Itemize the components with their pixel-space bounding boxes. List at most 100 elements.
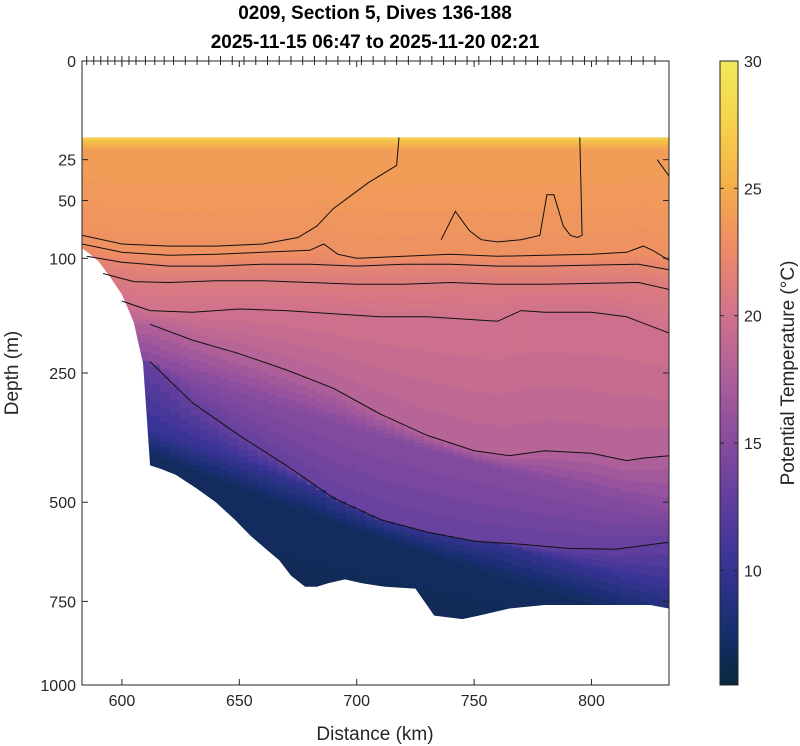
temperature-cell (492, 270, 503, 276)
temperature-cell (394, 505, 406, 526)
temperature-cell (404, 184, 415, 213)
temperature-cell (140, 143, 151, 147)
temperature-cell (306, 182, 318, 209)
temperature-cell (590, 254, 601, 258)
temperature-cell (345, 359, 357, 380)
temperature-cell (541, 137, 552, 141)
temperature-cell (561, 312, 572, 354)
temperature-cell (208, 365, 220, 376)
temperature-cell (424, 300, 435, 310)
temperature-cell (610, 394, 621, 429)
temperature-cell (502, 143, 513, 147)
temperature-cell (257, 400, 269, 414)
temperature-cell (473, 462, 484, 485)
temperature-cell (561, 140, 572, 144)
temperature-cell (600, 466, 611, 477)
temperature-cell (502, 544, 513, 546)
temperature-cell (512, 546, 523, 549)
temperature-cell (600, 262, 611, 266)
temperature-cell (159, 234, 171, 256)
temperature-cell (345, 185, 357, 214)
temperature-cell (453, 388, 464, 419)
temperature-cell (238, 375, 249, 385)
temperature-cell (169, 352, 181, 363)
temperature-cell (521, 275, 533, 281)
temperature-cell (619, 524, 631, 537)
temperature-cell (502, 463, 513, 468)
temperature-cell (658, 263, 669, 267)
temperature-cell (169, 317, 181, 324)
temperature-cell (580, 279, 592, 284)
temperature-cell (238, 295, 249, 303)
temperature-cell (414, 149, 425, 186)
temperature-cell (570, 140, 582, 144)
temperature-cell (639, 304, 650, 315)
temperature-cell (355, 515, 367, 522)
temperature-cell (296, 429, 308, 447)
temperature-cell (473, 260, 484, 264)
temperature-cell (492, 461, 503, 465)
temperature-cell (521, 470, 533, 477)
temperature-cell (394, 529, 406, 536)
temperature-cell (218, 262, 230, 267)
temperature-cell (541, 146, 552, 150)
temperature-cell (629, 599, 640, 609)
temperature-cell (228, 320, 239, 332)
temperature-cell (590, 146, 601, 150)
temperature-cell (326, 143, 337, 147)
temperature-cell (580, 390, 592, 424)
temperature-cell (551, 459, 562, 468)
temperature-cell (433, 259, 445, 263)
temperature-cell (140, 261, 151, 265)
temperature-cell (208, 143, 220, 147)
temperature-cell (394, 137, 406, 141)
temperature-cell (443, 301, 455, 311)
temperature-cell (277, 264, 288, 270)
temperature-cell (453, 273, 464, 279)
temperature-cell (287, 486, 298, 495)
temperature-cell (111, 231, 122, 252)
temperature-cell (619, 578, 631, 589)
temperature-cell (473, 522, 484, 542)
temperature-cell (248, 444, 259, 451)
temperature-cell (257, 371, 269, 382)
temperature-cell (306, 415, 318, 434)
temperature-cell (287, 137, 298, 141)
temperature-cell (345, 448, 357, 469)
temperature-cell (404, 537, 415, 544)
temperature-cell (326, 261, 337, 266)
temperature-cell (355, 451, 367, 473)
temperature-cell (473, 451, 484, 455)
temperature-cell (531, 279, 543, 285)
temperature-cell (179, 137, 190, 141)
temperature-cell (306, 450, 318, 468)
temperature-cell (375, 257, 386, 260)
temperature-cell (238, 280, 249, 289)
temperature-cell (199, 440, 210, 450)
temperature-cell (169, 263, 181, 267)
temperature-cell (326, 370, 337, 388)
temperature-cell (267, 444, 278, 458)
temperature-cell (218, 359, 230, 370)
temperature-cell (208, 288, 220, 297)
temperature-cell (590, 283, 601, 292)
temperature-cell (140, 233, 151, 255)
temperature-cell (521, 544, 533, 547)
temperature-cell (414, 379, 425, 408)
temperature-cell (140, 379, 151, 397)
temperature-cell (218, 259, 230, 264)
temperature-cell (531, 545, 543, 549)
temperature-cell (473, 569, 484, 602)
temperature-cell (404, 300, 415, 310)
temperature-cell (521, 511, 533, 529)
temperature-cell (306, 229, 318, 250)
temperature-cell (365, 140, 376, 144)
temperature-cell (345, 468, 357, 489)
temperature-cell (159, 447, 171, 455)
temperature-cell (267, 457, 278, 462)
temperature-cell (443, 291, 455, 302)
temperature-cell (570, 257, 582, 261)
temperature-cell (218, 310, 230, 321)
temperature-cell (521, 291, 533, 299)
temperature-cell (610, 291, 621, 301)
